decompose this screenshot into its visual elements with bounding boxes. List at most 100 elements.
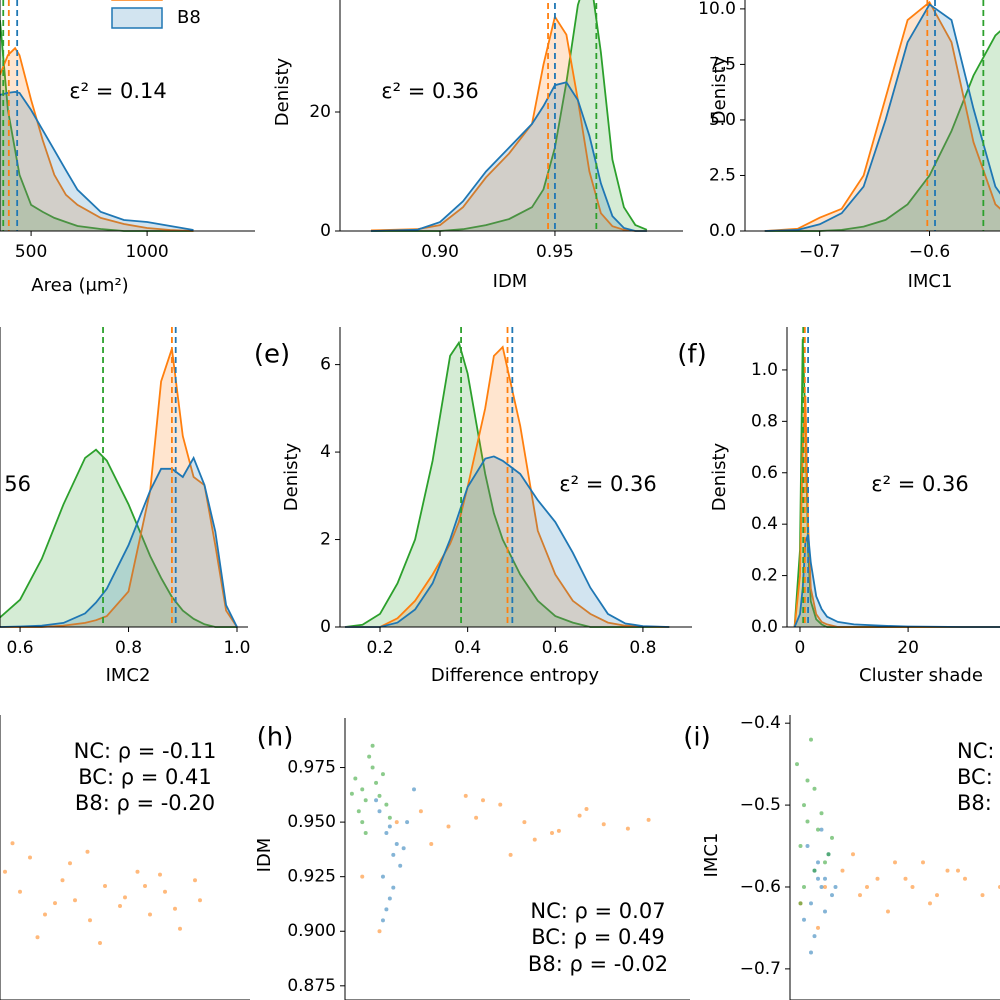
point xyxy=(886,909,890,914)
point xyxy=(795,762,799,767)
point xyxy=(498,802,503,807)
point xyxy=(819,884,824,889)
point xyxy=(945,868,950,873)
y-axis-label: IDM xyxy=(254,838,275,873)
point xyxy=(830,893,834,898)
point xyxy=(463,793,468,798)
x-tick-label: 0.95 xyxy=(536,242,574,262)
density-area xyxy=(764,4,1000,231)
point xyxy=(812,786,817,791)
annotation: ε² = 0.36 xyxy=(871,472,968,496)
point xyxy=(173,906,177,911)
point xyxy=(823,909,827,914)
point xyxy=(556,828,561,833)
annotation: BC: xyxy=(957,765,993,789)
y-tick-label: −0.6 xyxy=(740,877,781,897)
point xyxy=(823,876,827,881)
point xyxy=(363,831,368,836)
y-tick-label: 0.900 xyxy=(287,921,336,941)
point xyxy=(68,861,72,866)
density-line xyxy=(0,455,238,628)
point xyxy=(816,827,820,832)
y-tick-label: 0.950 xyxy=(287,812,336,832)
point xyxy=(3,869,7,874)
annotation: BC: ρ = 0.41 xyxy=(78,765,212,789)
y-tick-label: 0 xyxy=(320,617,331,637)
point xyxy=(163,889,167,894)
point xyxy=(418,809,423,814)
point xyxy=(921,860,925,865)
y-tick-label: 4 xyxy=(320,442,331,462)
point xyxy=(956,868,960,873)
y-tick-label: 10.0 xyxy=(698,0,736,19)
x-tick-label: 0 xyxy=(795,638,806,658)
x-tick-label: 0.6 xyxy=(7,638,34,658)
point xyxy=(374,798,379,803)
x-tick-label: 20 xyxy=(897,638,919,658)
point xyxy=(858,893,862,898)
density-line xyxy=(345,345,670,628)
point xyxy=(474,815,479,820)
point xyxy=(625,826,630,831)
point xyxy=(826,852,831,857)
point xyxy=(88,918,92,923)
y-tick-label: 0.875 xyxy=(287,976,336,996)
x-tick-label: 0.90 xyxy=(421,242,459,262)
point xyxy=(928,901,932,906)
density-area xyxy=(0,449,237,627)
point xyxy=(377,809,382,814)
point xyxy=(405,820,410,825)
annotation: ε² = 0.36 xyxy=(381,79,478,103)
point xyxy=(193,878,197,883)
density-area xyxy=(371,82,647,231)
density-line xyxy=(345,455,670,628)
point xyxy=(380,772,385,777)
x-axis-label: Cluster shade xyxy=(859,665,983,686)
density-area xyxy=(794,395,1000,627)
point xyxy=(73,898,77,903)
point xyxy=(802,884,806,889)
x-tick-label: 0.2 xyxy=(366,638,393,658)
point xyxy=(805,844,810,849)
y-tick-label: 0.2 xyxy=(751,566,778,586)
density-line xyxy=(793,395,1000,628)
point xyxy=(401,846,406,851)
point xyxy=(391,852,396,857)
point xyxy=(370,743,375,748)
point xyxy=(816,925,820,930)
y-tick-label: 2 xyxy=(320,530,331,550)
point xyxy=(148,912,152,917)
point xyxy=(865,884,869,889)
point xyxy=(384,831,389,836)
y-tick-label: 0.925 xyxy=(287,867,336,887)
annotation: B8: ρ = -0.02 xyxy=(528,952,668,976)
point xyxy=(809,737,813,742)
annotation: 56 xyxy=(4,472,31,496)
point xyxy=(963,876,967,881)
y-tick-label: 2.5 xyxy=(709,165,736,185)
point xyxy=(412,787,416,792)
x-tick-label: 1000 xyxy=(125,242,168,262)
point xyxy=(935,893,939,898)
y-tick-label: 0.0 xyxy=(751,617,778,637)
point xyxy=(356,809,361,814)
point xyxy=(577,813,582,818)
point xyxy=(384,907,389,912)
x-axis-label: IMC2 xyxy=(106,665,151,686)
y-axis-label: IMC1 xyxy=(701,833,722,878)
point xyxy=(830,835,834,840)
annotation: B8: ρ = -0.20 xyxy=(75,791,215,815)
point xyxy=(85,849,90,854)
point xyxy=(377,793,382,798)
point xyxy=(18,889,22,894)
point xyxy=(387,896,392,901)
annotation: NC: ρ xyxy=(957,739,1000,763)
y-axis-label: Denisty xyxy=(709,442,730,511)
point xyxy=(158,872,162,877)
point xyxy=(360,820,365,825)
y-tick-label: 1.0 xyxy=(751,360,778,380)
density-area xyxy=(0,457,237,627)
point xyxy=(384,802,389,807)
point xyxy=(380,874,385,879)
